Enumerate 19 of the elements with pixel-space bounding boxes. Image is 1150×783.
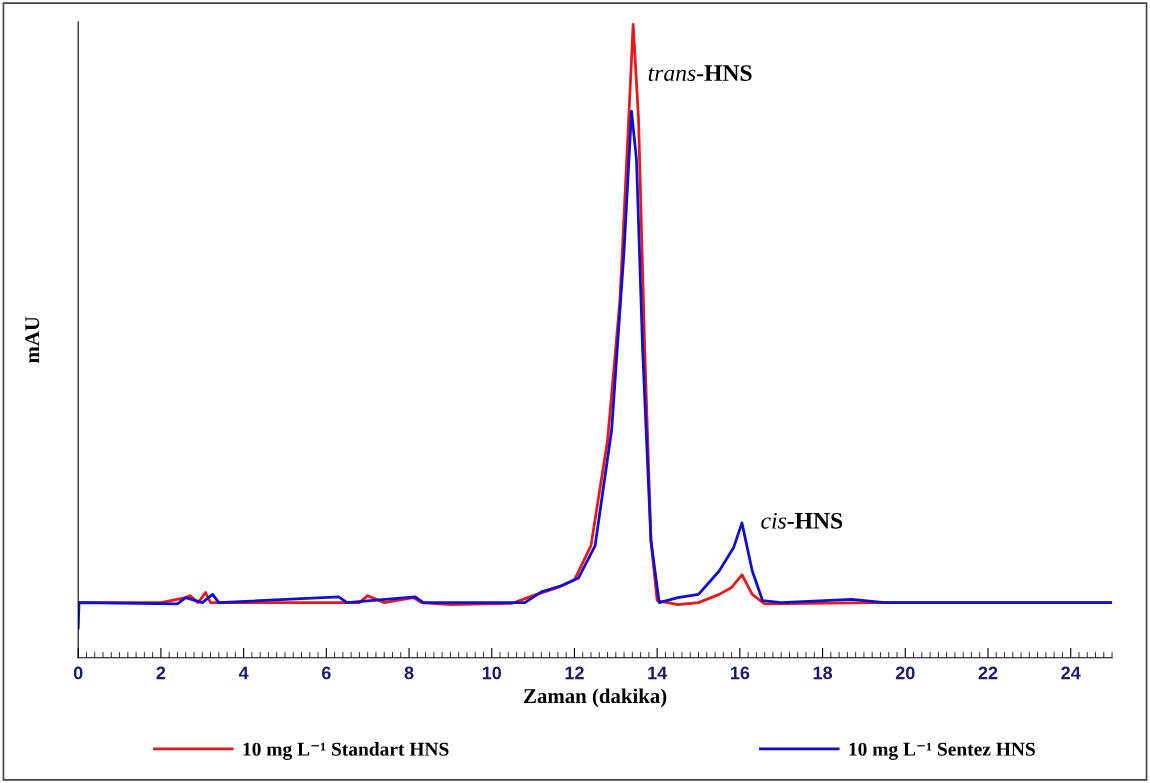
annotation: trans-HNS: [648, 65, 752, 82]
x-tick-label: 12: [565, 666, 584, 680]
x-tick-label: 22: [978, 666, 998, 680]
x-tick-label: 10: [482, 666, 502, 680]
x-tick-label: 6: [321, 666, 331, 680]
x-tick-label: 2: [156, 666, 166, 680]
annotation: cis-HNS: [761, 512, 843, 529]
x-tick-label: 16: [730, 666, 750, 680]
x-axis-title: Zaman (dakika): [524, 688, 667, 708]
x-tick-label: 18: [813, 666, 833, 680]
legend-label: 10 mg L⁻¹ Sentez HNS: [849, 742, 1035, 760]
x-tick-label: 24: [1061, 666, 1081, 680]
x-tick-label: 0: [73, 666, 83, 680]
x-tick-label: 14: [648, 666, 668, 680]
legend-label: 10 mg L⁻¹ Standart HNS: [243, 742, 449, 760]
x-tick-label: 4: [238, 666, 249, 680]
x-tick-label: 20: [895, 666, 915, 680]
x-tick-label: 8: [404, 666, 414, 680]
y-axis-title: mAU: [25, 316, 40, 363]
